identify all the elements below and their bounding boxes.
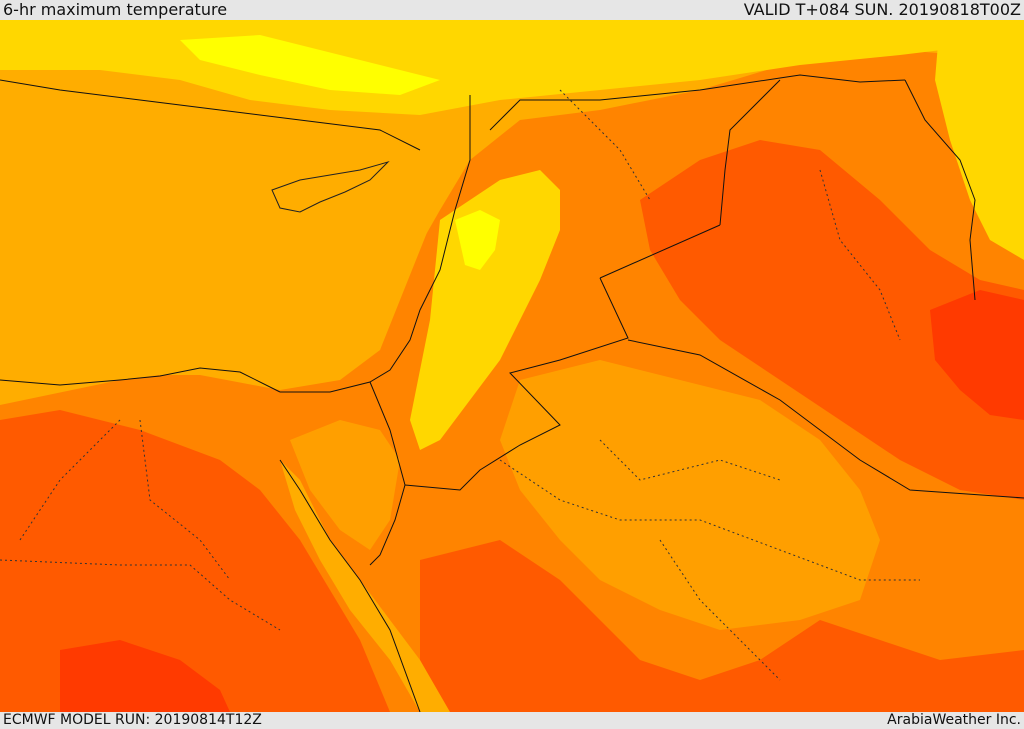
- valid-time: VALID T+084 SUN. 20190818T00Z: [743, 0, 1021, 19]
- province-lines: [0, 89, 920, 681]
- cyprus: [271, 160, 390, 213]
- coastline-north: [0, 79, 421, 151]
- coolest-zone-turkey: [180, 35, 440, 95]
- temperature-map[interactable]: [0, 20, 1024, 712]
- hottest-zone-gulf: [930, 290, 1024, 420]
- coolest-zone-levant: [455, 210, 500, 270]
- coastline-sinai: [369, 381, 406, 486]
- hot-zone-iraq: [640, 140, 1024, 500]
- map-canvas: [0, 20, 1024, 712]
- coastline-suez: [279, 459, 421, 712]
- cool-zone-iran: [935, 20, 1024, 260]
- mild-zone-arabia: [500, 360, 880, 630]
- border-iraq-saudi: [627, 339, 1024, 499]
- border-turkey-syria: [489, 74, 906, 131]
- hot-zone-saudi: [420, 540, 1024, 712]
- border-jordan-saudi: [404, 277, 629, 491]
- map-header: 6-hr maximum temperature VALID T+084 SUN…: [0, 0, 1024, 20]
- hottest-zone-south: [60, 640, 230, 712]
- coastline-egypt: [0, 367, 281, 393]
- mediterranean-sea: [0, 80, 440, 390]
- map-footer: ECMWF MODEL RUN: 20190814T12Z ArabiaWeat…: [0, 712, 1024, 729]
- coastline-levant: [280, 95, 471, 393]
- map-title: 6-hr maximum temperature: [3, 0, 228, 19]
- border-iraq-syria-jordan: [599, 224, 721, 279]
- hot-zone-egypt: [0, 410, 390, 712]
- border-syria-iraq: [719, 79, 781, 226]
- credit-label: ArabiaWeather Inc.: [887, 712, 1021, 728]
- mild-zone-sinai: [290, 420, 400, 550]
- model-run-label: ECMWF MODEL RUN: 20190814T12Z: [3, 712, 262, 728]
- red-sea: [280, 460, 450, 712]
- borders: [0, 74, 1024, 712]
- coastline-gulf-aqaba: [369, 484, 406, 566]
- border-iran: [904, 79, 976, 301]
